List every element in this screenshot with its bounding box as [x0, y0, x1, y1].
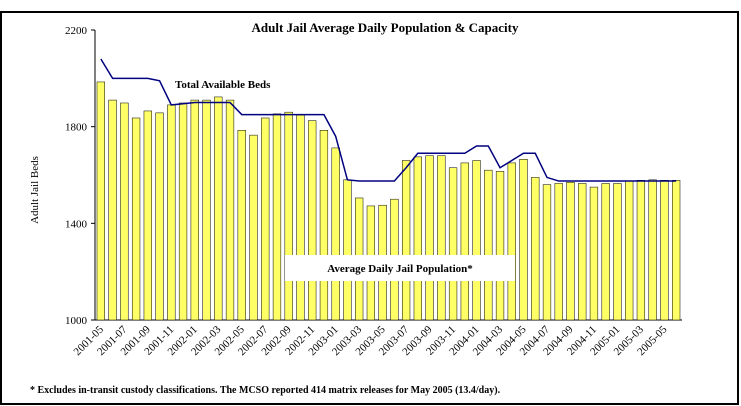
bar	[437, 155, 446, 321]
bar	[214, 96, 223, 321]
bar	[648, 179, 657, 321]
bar	[589, 186, 599, 321]
bar	[413, 156, 422, 321]
bar	[554, 183, 563, 321]
annotation-box	[285, 255, 515, 281]
bar	[272, 113, 282, 321]
bar	[566, 182, 575, 321]
bar	[225, 99, 235, 321]
chart-title: Adult Jail Average Daily Population & Ca…	[252, 20, 519, 35]
bar	[531, 177, 540, 321]
bar	[625, 180, 634, 321]
bar	[96, 81, 105, 321]
line	[100, 58, 677, 182]
bar	[343, 179, 352, 321]
bar	[155, 112, 164, 321]
bar	[143, 110, 152, 321]
y-axis-label: Adult Jail Beds	[29, 156, 41, 224]
y-tick-label: 1400	[65, 218, 88, 230]
bar	[460, 162, 469, 321]
bar	[331, 147, 340, 321]
bar	[108, 99, 117, 321]
bar	[308, 120, 317, 321]
bar	[120, 102, 129, 321]
bar	[319, 130, 329, 321]
bar	[636, 180, 646, 321]
y-tick-label: 1800	[65, 122, 88, 134]
bar	[237, 130, 246, 321]
bar	[261, 117, 270, 321]
bar	[495, 171, 505, 321]
series-label: Average Daily Jail Population*	[327, 263, 473, 275]
bar	[507, 162, 516, 321]
bar	[178, 102, 188, 321]
bar	[284, 111, 293, 321]
bar	[202, 99, 211, 321]
bar	[542, 184, 552, 321]
bar	[578, 183, 587, 321]
frame	[0, 11, 739, 405]
bar	[249, 134, 258, 321]
bar	[190, 99, 199, 321]
y-tick-label: 1000	[65, 315, 88, 327]
bar	[401, 160, 411, 321]
footnote: * Excludes in-transit custody classifica…	[30, 385, 501, 396]
bar	[613, 183, 622, 321]
bar	[672, 180, 681, 321]
bar	[167, 104, 176, 321]
y-tick-label: 2200	[65, 25, 88, 37]
bar	[601, 183, 610, 321]
bar	[296, 114, 305, 321]
bar	[472, 160, 481, 321]
bar	[448, 167, 458, 321]
bar	[519, 159, 528, 321]
bar	[660, 180, 669, 321]
bar	[484, 169, 493, 321]
bar	[425, 155, 434, 321]
series-label: Total Available Beds	[175, 79, 271, 91]
bar	[131, 117, 141, 321]
